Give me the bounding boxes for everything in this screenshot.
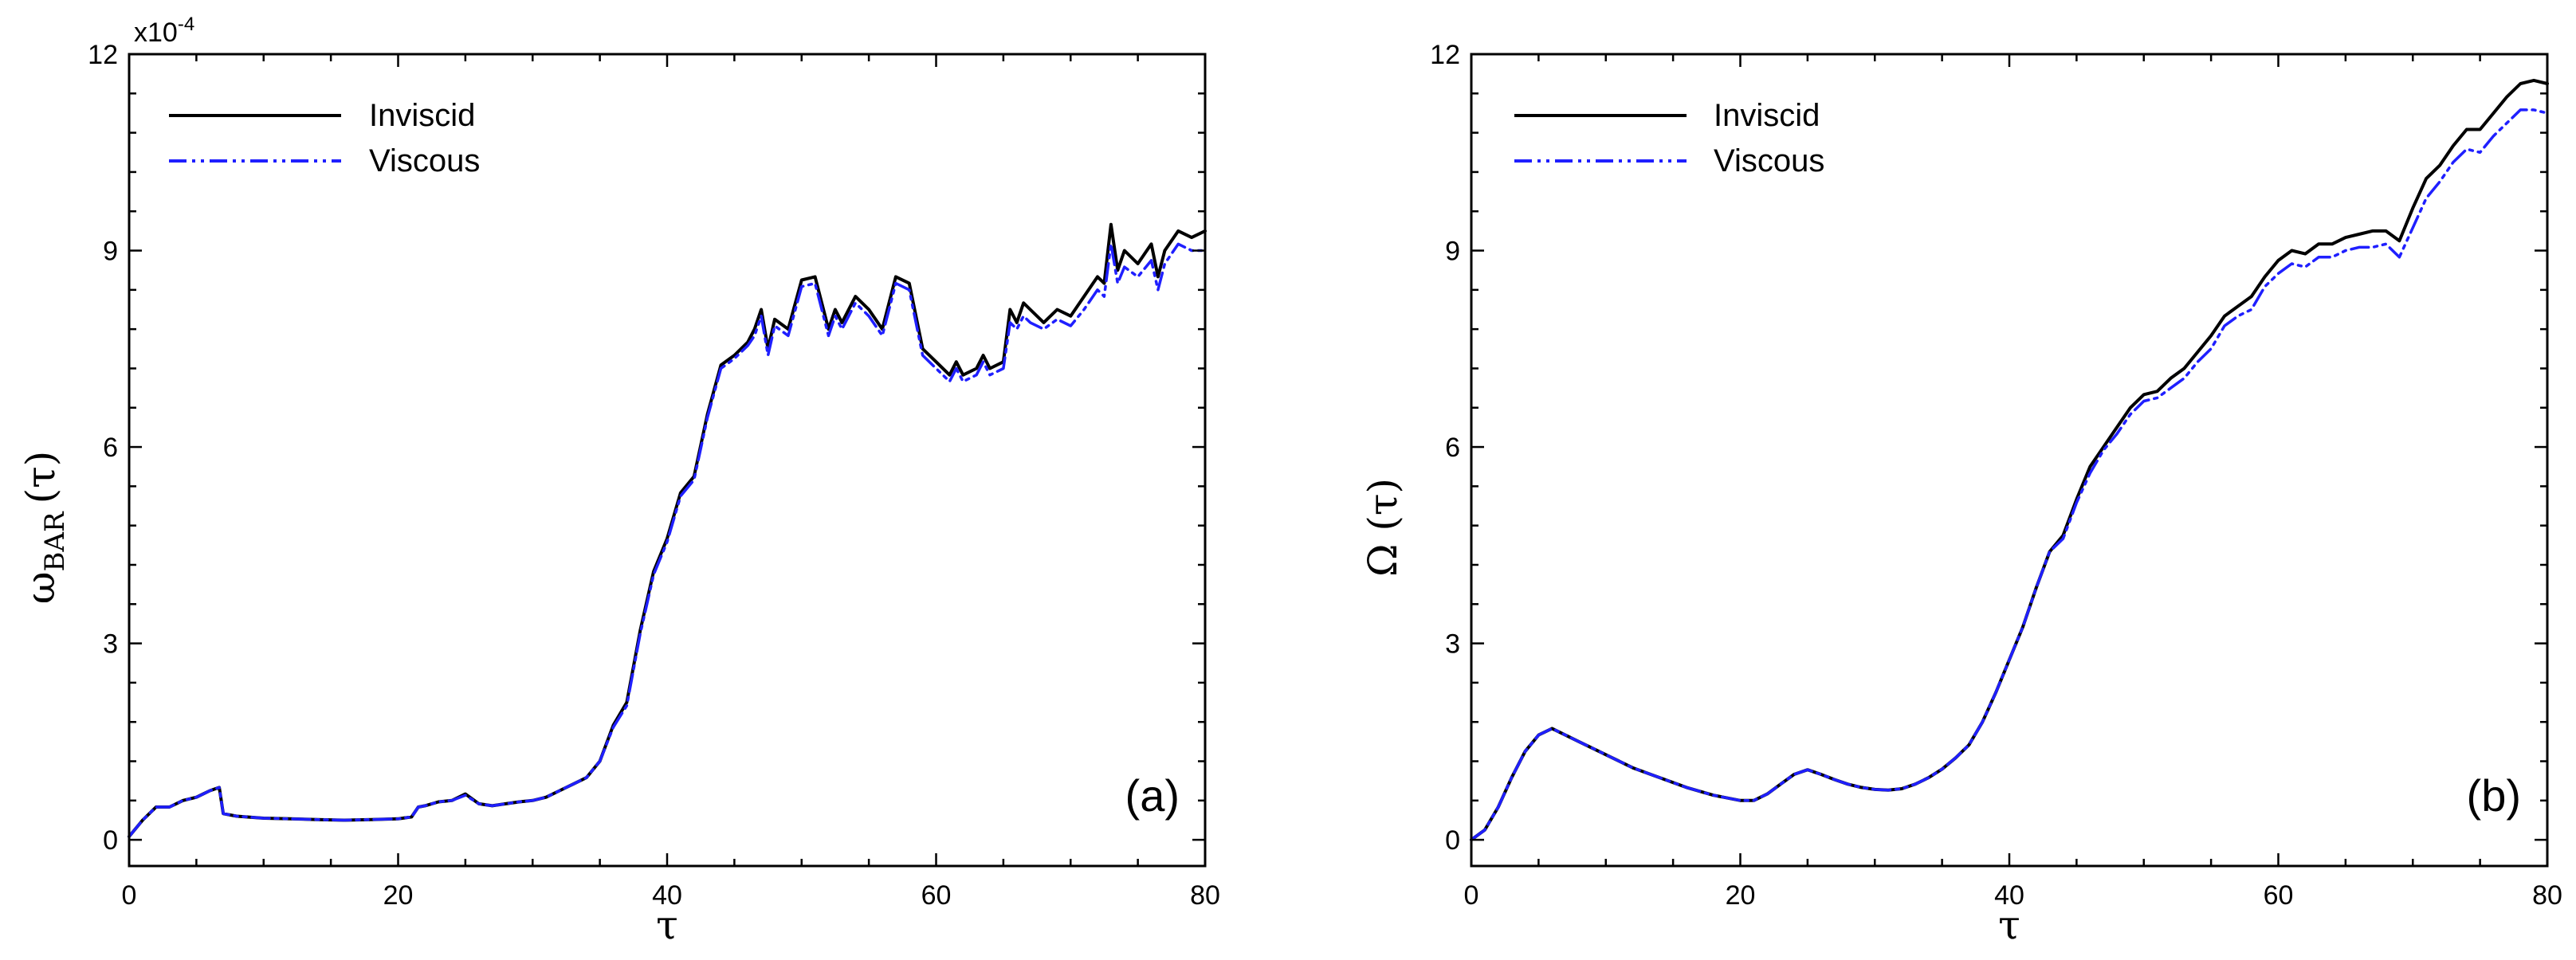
series-line-inviscid xyxy=(1470,78,2549,842)
y-tick-label: 12 xyxy=(1430,40,1460,70)
x-tick-label: 80 xyxy=(2532,880,2562,911)
y-tick-label: 9 xyxy=(1445,237,1460,267)
x-tick-label: 40 xyxy=(1994,880,2024,911)
series-line-viscous xyxy=(128,242,1207,838)
x-axis-label: τ xyxy=(656,902,678,948)
y-tick-label: 0 xyxy=(1445,825,1460,856)
y-tick-label: 0 xyxy=(103,825,118,856)
x-tick-label: 20 xyxy=(383,880,414,911)
legend-label-inviscid: Inviscid xyxy=(1714,98,1820,133)
y-tick-label: 3 xyxy=(103,629,118,660)
y-tick-label: 9 xyxy=(103,237,118,267)
y-axis-label: ωBAR(τ) xyxy=(18,451,71,605)
x-tick-label: 20 xyxy=(1726,880,1756,911)
x-tick-label: 60 xyxy=(921,880,952,911)
panel-label: (b) xyxy=(2467,770,2521,821)
plot-frame xyxy=(128,53,1207,868)
series-line-inviscid xyxy=(128,222,1207,838)
series-line-viscous xyxy=(1470,108,2549,841)
chart-panel-b: Ω (τ) τ (b) Inviscid Viscous 0 20 40 60 80 0 3… xyxy=(1360,40,2562,948)
x-tick-label: 60 xyxy=(2264,880,2294,911)
legend-label-viscous: Viscous xyxy=(1714,143,1824,178)
y-tick-label: 6 xyxy=(1445,433,1460,463)
x-tick-label: 0 xyxy=(122,880,137,911)
x-axis-label: τ xyxy=(1998,902,2020,948)
legend: Inviscid Viscous xyxy=(1514,98,1824,178)
legend: Inviscid Viscous xyxy=(169,98,480,178)
y-tick-label: 12 xyxy=(88,40,118,70)
plot-frame xyxy=(1470,53,2549,868)
y-axis-label: Ω (τ) xyxy=(1360,478,1406,577)
legend-label-inviscid: Inviscid xyxy=(369,98,475,133)
y-tick-label: 3 xyxy=(1445,629,1460,660)
legend-label-viscous: Viscous xyxy=(369,143,480,178)
y-multiplier: x10-4 xyxy=(134,14,194,48)
y-tick-label: 6 xyxy=(103,433,118,463)
chart-panel-a: x10-4 ωBAR(τ) τ (a) Inviscid Viscous 0 20… xyxy=(18,14,1220,948)
panel-label: (a) xyxy=(1125,770,1180,821)
x-tick-label: 80 xyxy=(1190,880,1220,911)
x-tick-label: 0 xyxy=(1464,880,1479,911)
x-tick-label: 40 xyxy=(652,880,682,911)
